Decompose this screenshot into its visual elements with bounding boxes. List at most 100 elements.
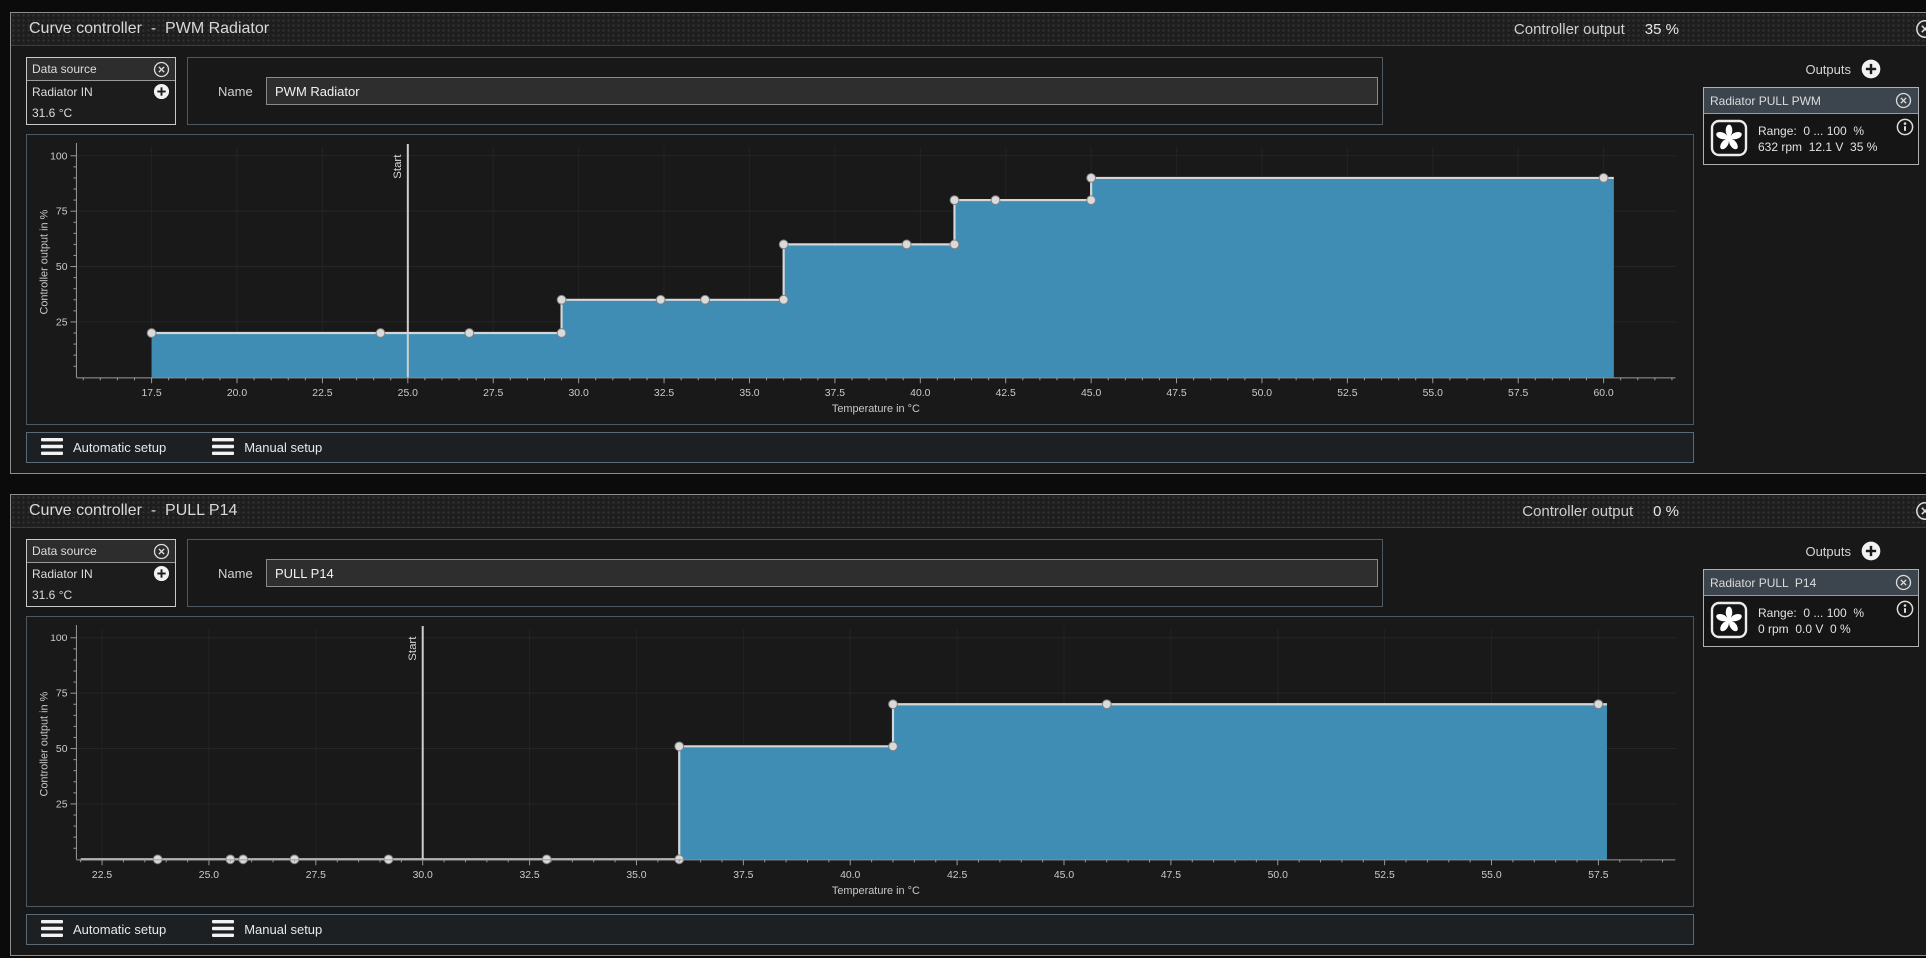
curve-chart[interactable]: Start 22.5 25.0 27.5 30.0 32.5 35.0 37.5 40.0 42.…	[26, 616, 1694, 907]
svg-text:17.5: 17.5	[141, 388, 161, 399]
name-field-group: Name	[187, 57, 1383, 125]
controller-output: Controller output 0 %	[1522, 503, 1679, 520]
svg-text:25.0: 25.0	[398, 388, 418, 399]
svg-text:45.0: 45.0	[1054, 870, 1074, 881]
svg-text:25.0: 25.0	[199, 870, 219, 881]
svg-text:27.5: 27.5	[306, 870, 326, 881]
outputs-header: Outputs	[1805, 59, 1881, 79]
svg-text:40.0: 40.0	[910, 388, 930, 399]
menu-icon	[41, 919, 63, 940]
outputs-label: Outputs	[1805, 61, 1851, 77]
outputs-header: Outputs	[1805, 541, 1881, 561]
output-box-body: Range: 0 ... 100 % 0 rpm 0.0 V 0 %	[1704, 596, 1918, 646]
svg-text:50.0: 50.0	[1268, 870, 1288, 881]
svg-text:55.0: 55.0	[1423, 388, 1443, 399]
automatic-setup-button[interactable]: Automatic setup	[41, 919, 167, 940]
svg-text:37.5: 37.5	[733, 870, 753, 881]
manual-setup-button[interactable]: Manual setup	[212, 919, 322, 940]
svg-text:25: 25	[56, 799, 68, 810]
name-input[interactable]	[266, 559, 1378, 587]
data-source-box: Data source Radiator IN 31.6 °C	[26, 57, 176, 125]
svg-text:52.5: 52.5	[1375, 870, 1395, 881]
close-icon[interactable]	[1915, 19, 1926, 39]
svg-text:Controller output in %: Controller output in %	[39, 691, 51, 796]
svg-text:47.5: 47.5	[1166, 388, 1186, 399]
svg-text:42.5: 42.5	[996, 388, 1016, 399]
info-icon[interactable]	[1896, 118, 1914, 136]
data-source-value: 31.6 °C	[32, 106, 73, 121]
name-field-group: Name	[187, 539, 1383, 607]
svg-text:50: 50	[56, 744, 68, 755]
add-data-source-icon[interactable]	[153, 565, 170, 582]
svg-text:Start: Start	[392, 154, 404, 179]
titlebar: Curve controller - PULL P14 Controller o…	[11, 495, 1926, 528]
add-data-source-icon[interactable]	[153, 83, 170, 100]
svg-text:35.0: 35.0	[626, 870, 646, 881]
svg-text:Temperature in °C: Temperature in °C	[832, 885, 920, 897]
output-box-body: Range: 0 ... 100 % 632 rpm 12.1 V 35 %	[1704, 114, 1918, 164]
panel-pwm-radiator: Curve controller - PWM Radiator Controll…	[10, 12, 1926, 474]
output-name: Radiator PULL PWM	[1710, 93, 1821, 108]
outputs-label: Outputs	[1805, 543, 1851, 559]
fan-icon	[1710, 601, 1748, 642]
svg-text:57.5: 57.5	[1588, 870, 1608, 881]
info-icon[interactable]	[1896, 600, 1914, 618]
data-source-box: Data source Radiator IN 31.6 °C	[26, 539, 176, 607]
output-box: Radiator PULL PWM Range: 0 ... 100 % 632…	[1703, 87, 1919, 165]
svg-text:Controller output in %: Controller output in %	[39, 209, 51, 314]
controller-output-value: 35 %	[1644, 20, 1679, 38]
panel-title: Curve controller - PWM Radiator	[29, 20, 270, 37]
data-source-value-row: 31.6 °C	[27, 585, 175, 606]
manual-setup-button[interactable]: Manual setup	[212, 437, 322, 458]
output-name: Radiator PULL P14	[1710, 575, 1817, 590]
svg-text:42.5: 42.5	[947, 870, 967, 881]
svg-text:75: 75	[56, 689, 68, 700]
svg-text:35.0: 35.0	[739, 388, 759, 399]
svg-text:Start: Start	[407, 636, 419, 661]
svg-text:32.5: 32.5	[654, 388, 674, 399]
remove-data-source-icon[interactable]	[153, 543, 170, 560]
output-box: Radiator PULL P14 Range: 0 ... 100 % 0 r…	[1703, 569, 1919, 647]
data-source-sensor-row: Radiator IN	[27, 563, 175, 584]
setup-bar: Automatic setup Manual setup	[26, 914, 1694, 945]
output-details: Range: 0 ... 100 % 0 rpm 0.0 V 0 %	[1758, 605, 1864, 637]
automatic-setup-label: Automatic setup	[73, 922, 167, 937]
menu-icon	[212, 919, 235, 940]
output-range: Range: 0 ... 100 %	[1758, 606, 1865, 620]
add-output-icon[interactable]	[1861, 541, 1881, 561]
controller-output-label: Controller output	[1513, 20, 1625, 38]
output-status: 0 rpm 0.0 V 0 %	[1758, 622, 1851, 636]
automatic-setup-button[interactable]: Automatic setup	[41, 437, 166, 458]
panel-title: Curve controller - PULL P14	[29, 502, 238, 519]
svg-text:100: 100	[50, 633, 68, 644]
svg-text:100: 100	[50, 151, 68, 162]
remove-output-icon[interactable]	[1895, 574, 1912, 591]
svg-text:50.0: 50.0	[1252, 388, 1272, 399]
data-source-value: 31.6 °C	[32, 588, 73, 603]
name-input[interactable]	[266, 77, 1378, 105]
data-source-header-label: Data source	[32, 544, 97, 559]
controller-output-value: 0 %	[1653, 502, 1679, 520]
output-box-header: Radiator PULL PWM	[1704, 88, 1918, 114]
menu-icon	[212, 437, 235, 458]
data-source-sensor-label: Radiator IN	[32, 566, 93, 581]
svg-text:60.0: 60.0	[1593, 388, 1613, 399]
close-icon[interactable]	[1915, 501, 1926, 521]
remove-data-source-icon[interactable]	[153, 61, 170, 78]
svg-text:55.0: 55.0	[1481, 870, 1501, 881]
svg-text:30.0: 30.0	[413, 870, 433, 881]
output-details: Range: 0 ... 100 % 632 rpm 12.1 V 35 %	[1758, 123, 1877, 155]
controller-output-label: Controller output	[1522, 502, 1634, 520]
remove-output-icon[interactable]	[1895, 92, 1912, 109]
svg-text:32.5: 32.5	[519, 870, 539, 881]
svg-text:47.5: 47.5	[1161, 870, 1181, 881]
name-label: Name	[218, 83, 253, 99]
curve-chart[interactable]: Start 17.5 20.0 22.5 25.0 27.5 30.0 32.5 35.0 37.…	[26, 134, 1694, 425]
svg-text:30.0: 30.0	[569, 388, 589, 399]
name-label: Name	[218, 565, 253, 581]
svg-text:40.0: 40.0	[840, 870, 860, 881]
svg-text:22.5: 22.5	[92, 870, 112, 881]
add-output-icon[interactable]	[1861, 59, 1881, 79]
svg-text:37.5: 37.5	[825, 388, 845, 399]
